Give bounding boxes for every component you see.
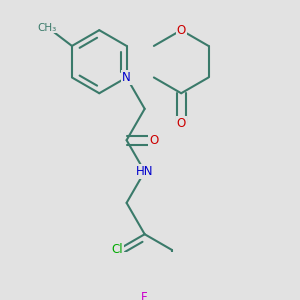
Text: O: O (149, 134, 159, 147)
Text: O: O (177, 117, 186, 130)
Text: CH₃: CH₃ (38, 22, 57, 33)
Text: N: N (122, 71, 131, 84)
Text: O: O (177, 24, 186, 37)
Text: F: F (141, 291, 148, 300)
Text: Cl: Cl (112, 244, 123, 256)
Text: HN: HN (136, 165, 153, 178)
